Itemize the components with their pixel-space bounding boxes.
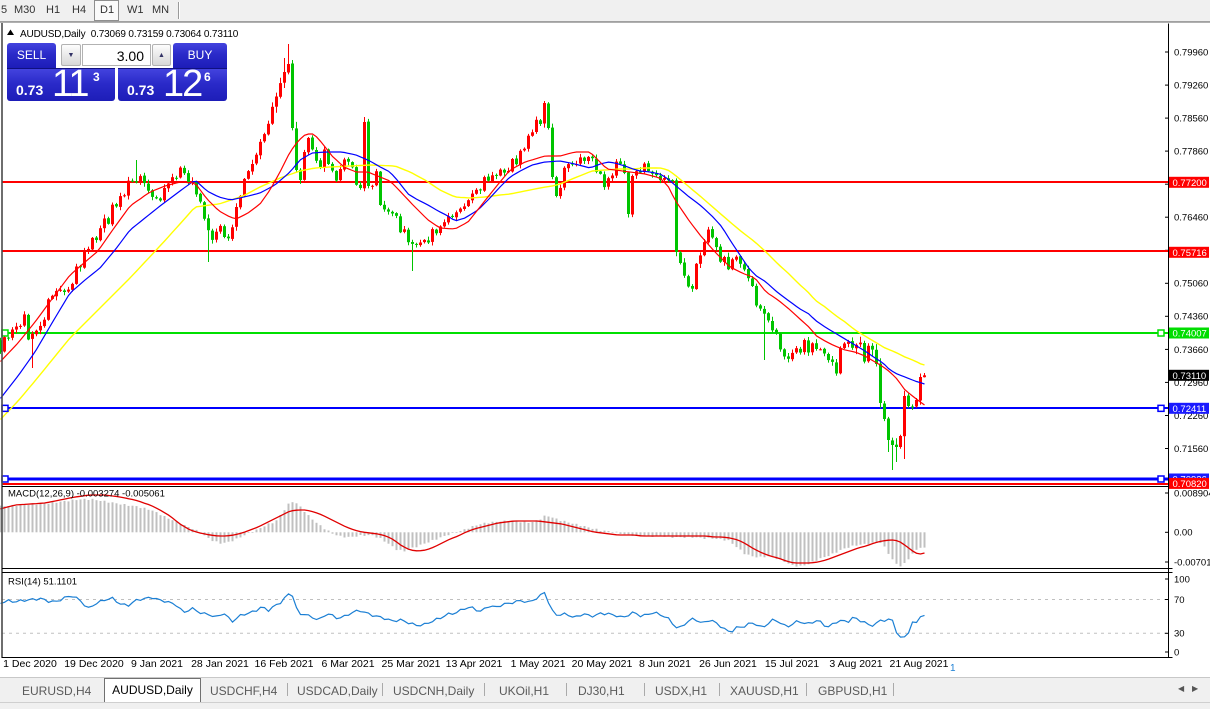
svg-text:0.72411: 0.72411	[1173, 404, 1207, 415]
svg-text:0.74360: 0.74360	[1174, 312, 1208, 323]
svg-text:15 Jul 2021: 15 Jul 2021	[765, 658, 819, 670]
svg-text:MACD(12,26,9) -0.003274 -0.005: MACD(12,26,9) -0.003274 -0.005061	[8, 489, 165, 500]
svg-text:0.77200: 0.77200	[1173, 178, 1207, 189]
svg-text:0.79960: 0.79960	[1174, 47, 1208, 58]
svg-text:0.74007: 0.74007	[1173, 329, 1207, 340]
svg-text:1 Dec 2020: 1 Dec 2020	[3, 658, 57, 670]
svg-text:0.00: 0.00	[1174, 528, 1193, 539]
svg-text:3 Aug 2021: 3 Aug 2021	[829, 658, 882, 670]
svg-text:9 Jan 2021: 9 Jan 2021	[131, 658, 183, 670]
svg-text:0.75716: 0.75716	[1173, 248, 1207, 259]
svg-text:20 May 2021: 20 May 2021	[572, 658, 633, 670]
svg-text:0.75060: 0.75060	[1174, 279, 1208, 290]
svg-text:8 Jun 2021: 8 Jun 2021	[639, 658, 691, 670]
svg-text:AUDUSD,Daily 0.73069 0.73159: AUDUSD,Daily 0.73069 0.73159 0.73064 0.7…	[20, 29, 239, 40]
svg-text:0.71560: 0.71560	[1174, 444, 1208, 455]
svg-text:16 Feb 2021: 16 Feb 2021	[255, 658, 314, 670]
svg-text:0.008904: 0.008904	[1174, 488, 1210, 499]
svg-text:-0.007013: -0.007013	[1174, 557, 1210, 568]
svg-text:0.72260: 0.72260	[1174, 411, 1208, 422]
svg-text:0.70820: 0.70820	[1173, 479, 1207, 490]
svg-text:1: 1	[950, 663, 956, 674]
svg-text:70: 70	[1174, 595, 1185, 606]
svg-text:RSI(14) 51.1101: RSI(14) 51.1101	[8, 577, 77, 588]
svg-text:0.73660: 0.73660	[1174, 345, 1208, 356]
svg-text:6 Mar 2021: 6 Mar 2021	[321, 658, 374, 670]
svg-text:0.73110: 0.73110	[1173, 371, 1207, 382]
svg-text:13 Apr 2021: 13 Apr 2021	[446, 658, 503, 670]
svg-text:26 Jun 2021: 26 Jun 2021	[699, 658, 757, 670]
svg-text:0.79260: 0.79260	[1174, 81, 1208, 92]
svg-text:0.78560: 0.78560	[1174, 114, 1208, 125]
svg-text:25 Mar 2021: 25 Mar 2021	[382, 658, 441, 670]
svg-text:0: 0	[1174, 647, 1179, 658]
svg-text:0.72960: 0.72960	[1174, 378, 1208, 389]
svg-text:30: 30	[1174, 629, 1185, 640]
svg-text:0.77860: 0.77860	[1174, 147, 1208, 158]
svg-text:0.76460: 0.76460	[1174, 213, 1208, 224]
svg-text:21 Aug 2021: 21 Aug 2021	[890, 658, 949, 670]
svg-text:28 Jan 2021: 28 Jan 2021	[191, 658, 249, 670]
svg-text:19 Dec 2020: 19 Dec 2020	[64, 658, 124, 670]
svg-text:100: 100	[1174, 574, 1190, 585]
svg-text:1 May 2021: 1 May 2021	[511, 658, 566, 670]
